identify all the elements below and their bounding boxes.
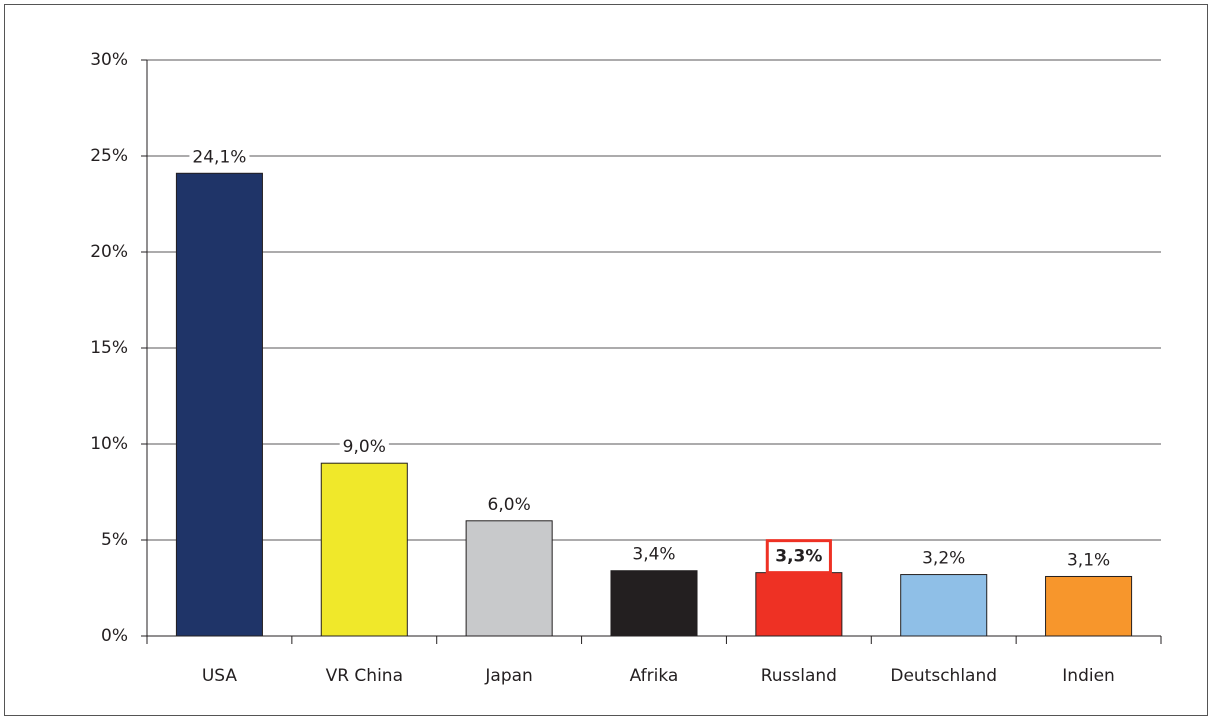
x-tick-label: Japan	[484, 666, 532, 686]
bar	[610, 570, 698, 637]
y-tick-label: 5%	[101, 530, 128, 550]
value-label-bg	[1063, 549, 1114, 572]
bar	[175, 172, 263, 637]
value-label: 3,3%	[775, 547, 822, 567]
bar	[320, 462, 408, 637]
x-tick-label: Russland	[761, 666, 837, 686]
y-tick-label: 30%	[90, 50, 128, 70]
value-label-bg	[919, 547, 969, 570]
bar	[900, 574, 988, 637]
x-tick-label: VR China	[326, 666, 403, 686]
y-tick-label: 15%	[90, 338, 128, 358]
x-tick-label: USA	[202, 666, 238, 686]
value-label: 3,4%	[632, 545, 675, 565]
value-label-bg	[484, 493, 534, 516]
labels: 0% 5% 10% 15% 20% 25% 30% USA 24,1% VR China 9,0% J…	[90, 50, 1115, 686]
bars	[175, 172, 1133, 637]
value-label-bg	[189, 146, 250, 169]
y-tick-label: 25%	[90, 146, 128, 166]
value-label: 6,0%	[488, 495, 531, 515]
x-tick-label: Deutschland	[890, 666, 997, 686]
grid	[141, 59, 1162, 644]
bar	[755, 572, 843, 637]
value-label: 24,1%	[192, 147, 246, 167]
y-tick-label: 10%	[90, 434, 128, 454]
y-tick-label: 20%	[90, 242, 128, 262]
y-tick-label: 0%	[101, 626, 128, 646]
value-label: 9,0%	[343, 437, 386, 457]
value-label-bg	[339, 436, 389, 459]
highlight-box	[765, 539, 832, 575]
value-label-bg	[629, 543, 679, 566]
x-tick-label: Indien	[1062, 666, 1115, 686]
value-label: 3,1%	[1067, 550, 1110, 570]
bar	[1045, 575, 1133, 637]
value-label: 3,2%	[922, 549, 965, 569]
bar	[465, 520, 553, 637]
x-tick-label: Afrika	[630, 666, 679, 686]
